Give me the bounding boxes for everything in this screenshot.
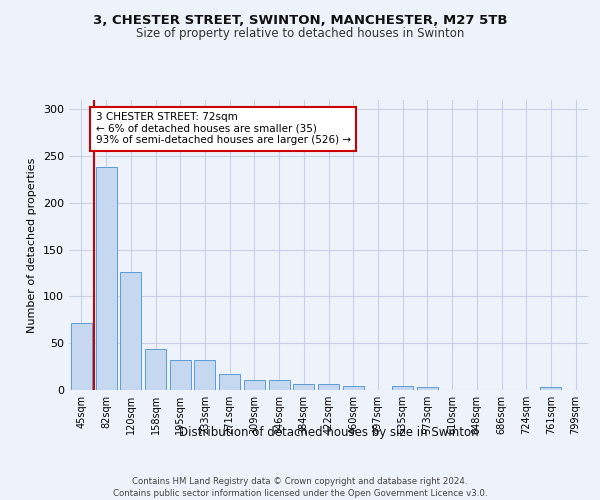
Bar bbox=[269, 380, 290, 390]
Text: Distribution of detached houses by size in Swinton: Distribution of detached houses by size … bbox=[179, 426, 479, 439]
Bar bbox=[417, 387, 438, 390]
Text: 3, CHESTER STREET, SWINTON, MANCHESTER, M27 5TB: 3, CHESTER STREET, SWINTON, MANCHESTER, … bbox=[93, 14, 507, 27]
Bar bbox=[219, 374, 240, 390]
Y-axis label: Number of detached properties: Number of detached properties bbox=[28, 158, 37, 332]
Bar bbox=[145, 349, 166, 390]
Text: Contains HM Land Registry data © Crown copyright and database right 2024.
Contai: Contains HM Land Registry data © Crown c… bbox=[113, 476, 487, 498]
Text: Size of property relative to detached houses in Swinton: Size of property relative to detached ho… bbox=[136, 28, 464, 40]
Bar bbox=[293, 384, 314, 390]
Bar bbox=[392, 386, 413, 390]
Bar bbox=[170, 360, 191, 390]
Text: 3 CHESTER STREET: 72sqm
← 6% of detached houses are smaller (35)
93% of semi-det: 3 CHESTER STREET: 72sqm ← 6% of detached… bbox=[95, 112, 351, 146]
Bar bbox=[71, 322, 92, 390]
Bar bbox=[244, 380, 265, 390]
Bar bbox=[343, 386, 364, 390]
Bar bbox=[194, 360, 215, 390]
Bar bbox=[120, 272, 141, 390]
Bar bbox=[95, 168, 116, 390]
Bar bbox=[318, 384, 339, 390]
Bar bbox=[541, 387, 562, 390]
